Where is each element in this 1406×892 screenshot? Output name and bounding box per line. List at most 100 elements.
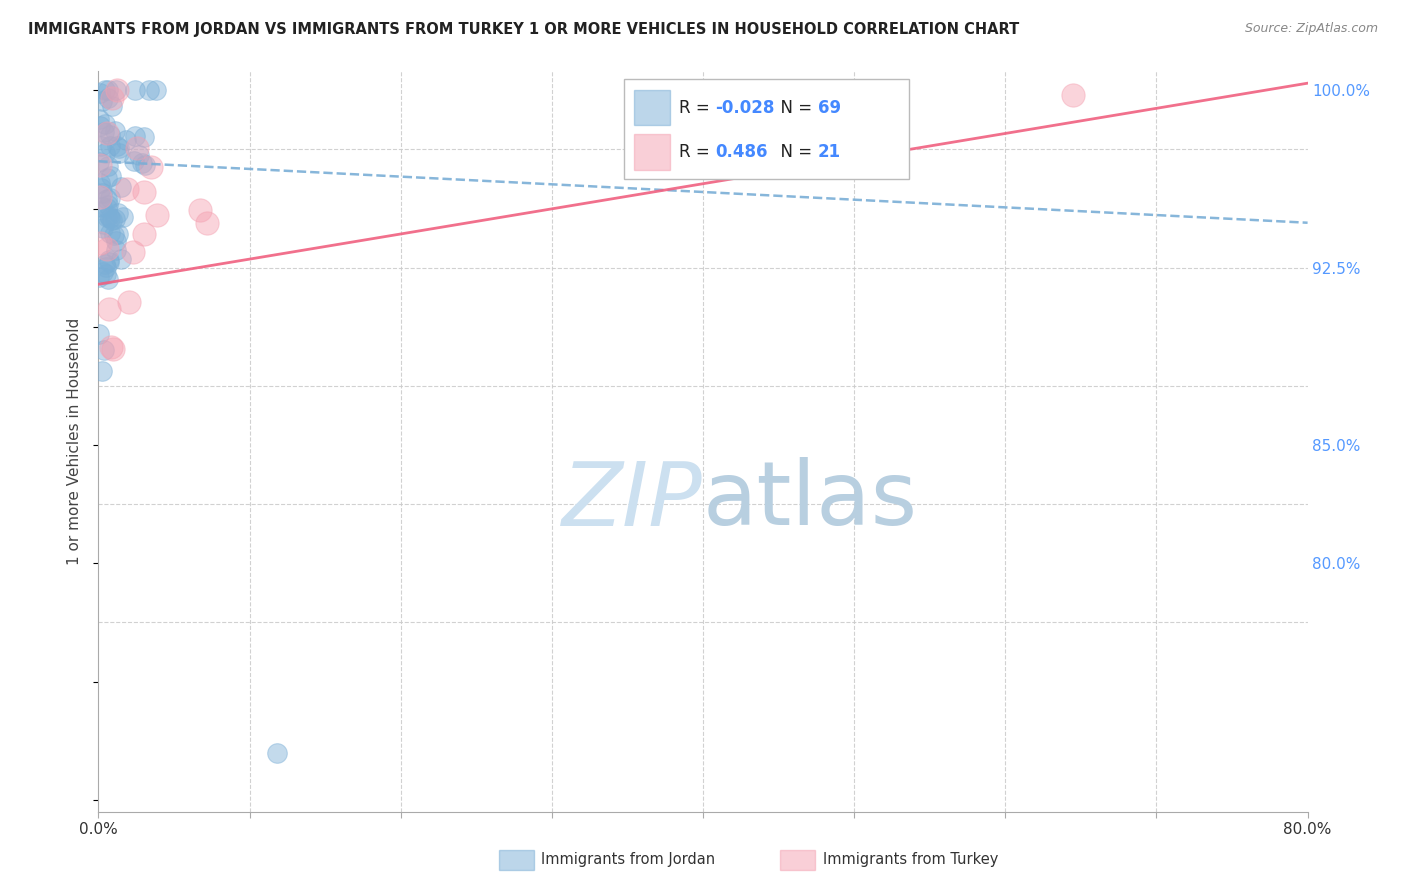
- Text: 69: 69: [818, 99, 841, 117]
- Point: [96, 192, 118, 206]
- Point: [96, 260, 118, 274]
- Point: [97, 271, 120, 285]
- FancyBboxPatch shape: [624, 78, 908, 178]
- Point: [190, 202, 212, 217]
- Point: [115, 133, 138, 147]
- Text: R =: R =: [679, 99, 714, 117]
- Point: [96, 170, 118, 185]
- Text: Source: ZipAtlas.com: Source: ZipAtlas.com: [1244, 22, 1378, 36]
- Text: IMMIGRANTS FROM JORDAN VS IMMIGRANTS FROM TURKEY 1 OR MORE VEHICLES IN HOUSEHOLD: IMMIGRANTS FROM JORDAN VS IMMIGRANTS FRO…: [28, 22, 1019, 37]
- Point: [139, 161, 162, 175]
- Y-axis label: 1 or more Vehicles in Household: 1 or more Vehicles in Household: [67, 318, 83, 566]
- Point: [97, 209, 120, 223]
- Point: [112, 210, 135, 224]
- Point: [91, 265, 114, 279]
- Point: [105, 243, 128, 257]
- Text: Immigrants from Jordan: Immigrants from Jordan: [541, 853, 716, 867]
- Point: [98, 191, 121, 205]
- Point: [195, 216, 218, 230]
- Point: [100, 340, 122, 354]
- Point: [89, 176, 111, 190]
- Point: [105, 83, 128, 97]
- Text: N =: N =: [769, 143, 817, 161]
- Point: [94, 83, 117, 97]
- Point: [115, 182, 138, 196]
- Point: [121, 244, 143, 259]
- Point: [108, 146, 131, 161]
- Point: [104, 124, 127, 138]
- Text: N =: N =: [769, 99, 817, 117]
- FancyBboxPatch shape: [634, 90, 671, 126]
- Point: [91, 220, 114, 235]
- Point: [104, 212, 127, 227]
- Point: [97, 198, 120, 212]
- Point: [132, 186, 155, 200]
- Text: 21: 21: [818, 143, 841, 161]
- Point: [90, 94, 112, 108]
- Point: [101, 99, 124, 113]
- Point: [132, 130, 155, 145]
- Point: [89, 327, 111, 342]
- Point: [122, 153, 145, 168]
- Point: [91, 200, 114, 214]
- Point: [89, 270, 111, 285]
- Point: [89, 190, 111, 204]
- Text: ZIP: ZIP: [562, 458, 703, 544]
- Point: [128, 148, 150, 162]
- Point: [107, 206, 129, 220]
- Point: [94, 267, 117, 281]
- Point: [145, 83, 167, 97]
- Point: [94, 146, 117, 161]
- Text: atlas: atlas: [703, 458, 918, 544]
- Point: [118, 295, 141, 310]
- Point: [146, 208, 169, 222]
- Point: [96, 201, 118, 215]
- Point: [89, 120, 111, 134]
- Point: [100, 169, 122, 183]
- Point: [134, 158, 156, 172]
- Text: -0.028: -0.028: [716, 99, 775, 117]
- Point: [93, 217, 115, 231]
- Point: [97, 159, 120, 173]
- Point: [127, 141, 149, 155]
- Point: [96, 91, 118, 105]
- Point: [98, 302, 121, 317]
- Point: [91, 364, 114, 378]
- Point: [1062, 88, 1084, 103]
- Point: [90, 181, 112, 195]
- Point: [105, 139, 128, 153]
- Point: [101, 213, 124, 227]
- Point: [93, 125, 115, 139]
- Point: [94, 257, 117, 271]
- Point: [96, 210, 118, 224]
- Point: [104, 234, 127, 248]
- Point: [104, 83, 127, 97]
- Point: [90, 139, 112, 153]
- Point: [97, 253, 120, 268]
- Point: [101, 91, 124, 105]
- Point: [98, 138, 121, 153]
- Point: [94, 117, 117, 131]
- Point: [98, 211, 121, 225]
- Point: [89, 158, 111, 172]
- Point: [108, 141, 131, 155]
- Point: [91, 186, 114, 200]
- Point: [98, 226, 121, 240]
- Point: [131, 156, 153, 170]
- Point: [110, 252, 132, 266]
- Point: [124, 128, 146, 143]
- Point: [93, 343, 115, 357]
- Point: [138, 83, 160, 97]
- Point: [100, 128, 122, 143]
- Point: [89, 86, 111, 100]
- Point: [107, 227, 129, 242]
- Text: R =: R =: [679, 143, 714, 161]
- Point: [96, 243, 118, 257]
- Point: [110, 180, 132, 194]
- Point: [89, 235, 111, 250]
- Point: [96, 83, 118, 97]
- Point: [101, 342, 124, 356]
- Text: 0.486: 0.486: [716, 143, 768, 161]
- Point: [97, 255, 120, 269]
- Point: [103, 228, 125, 243]
